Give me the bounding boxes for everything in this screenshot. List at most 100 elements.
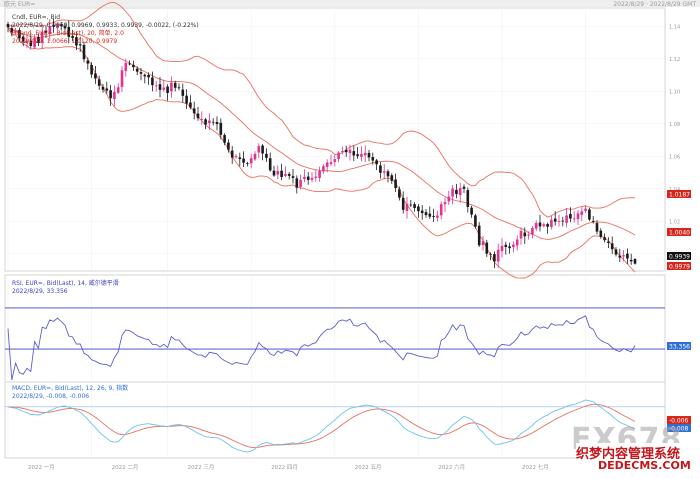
candle-59 xyxy=(230,146,234,164)
candle-121 xyxy=(466,187,470,213)
candle-7 xyxy=(33,34,36,50)
candle-81 xyxy=(314,169,318,182)
candle-series xyxy=(6,19,637,269)
candle-137 xyxy=(527,231,530,240)
candle-141 xyxy=(542,222,546,228)
candle-65 xyxy=(253,151,257,161)
candle-164 xyxy=(629,253,633,265)
candle-34 xyxy=(135,66,139,76)
candle-54 xyxy=(211,118,215,126)
candle-145 xyxy=(557,214,561,227)
candle-147 xyxy=(565,208,568,228)
candle-76 xyxy=(295,175,299,194)
candle-48 xyxy=(189,95,192,110)
watermark-site-cn: 织梦内容管理系统 xyxy=(576,443,681,462)
candle-12 xyxy=(52,19,55,33)
candle-158 xyxy=(607,237,610,248)
badge-last-close: 0.9939 xyxy=(667,252,691,261)
candle-40 xyxy=(158,77,162,98)
candle-130 xyxy=(500,238,504,258)
candle-111 xyxy=(428,206,432,219)
x-axis-labels: 2022 一月 2022 二月 2022 三月 2022 四月 2022 五月 2022 … xyxy=(28,463,632,471)
candle-116 xyxy=(447,190,451,206)
candle-122 xyxy=(470,205,473,218)
candle-155 xyxy=(595,220,599,235)
candle-150 xyxy=(576,209,580,226)
main-legend-line-2: 2022/8/29, 0.9969, 0.9969, 0.9933, 0.993… xyxy=(12,22,199,29)
candle-86 xyxy=(333,154,337,167)
candle-60 xyxy=(234,153,238,159)
svg-text:-0.006: -0.006 xyxy=(669,418,689,425)
candle-151 xyxy=(580,207,584,222)
candle-89 xyxy=(344,145,348,157)
candle-26 xyxy=(105,81,109,94)
candle-108 xyxy=(417,204,420,218)
candle-9 xyxy=(40,25,44,50)
candle-31 xyxy=(124,58,128,77)
candle-49 xyxy=(192,101,196,120)
candle-63 xyxy=(246,161,249,167)
candle-73 xyxy=(284,166,287,178)
candle-64 xyxy=(249,153,253,169)
candle-56 xyxy=(219,118,223,140)
candle-98 xyxy=(379,161,382,179)
candle-45 xyxy=(177,83,181,91)
candle-157 xyxy=(603,233,606,243)
candle-165 xyxy=(633,258,637,265)
badge-rsi: 33.356 xyxy=(667,342,691,351)
candle-109 xyxy=(420,205,424,220)
title-bar xyxy=(0,0,700,7)
price-tick-label-1: 1.02 xyxy=(669,219,680,225)
window-title: 欧元 EUR= xyxy=(4,0,35,8)
candle-104 xyxy=(401,191,405,214)
grid-layer xyxy=(5,10,665,456)
svg-text:1.0187: 1.0187 xyxy=(669,192,690,199)
candle-132 xyxy=(508,242,511,254)
candle-79 xyxy=(306,171,310,185)
candle-100 xyxy=(386,169,390,183)
candle-160 xyxy=(614,247,618,257)
candle-4 xyxy=(21,34,25,47)
candle-2 xyxy=(14,28,17,34)
svg-text:0.9979: 0.9979 xyxy=(669,264,690,271)
candle-140 xyxy=(538,214,542,232)
candle-38 xyxy=(151,71,154,92)
candle-74 xyxy=(287,171,291,180)
candle-93 xyxy=(360,146,363,162)
candle-129 xyxy=(496,243,500,268)
candle-113 xyxy=(436,210,439,222)
macd-legend-line-1: MACD, EUR=, Bid(Last), 12, 26, 9, 指数 xyxy=(12,384,128,392)
candle-70 xyxy=(272,165,276,177)
bollinger-lower-line xyxy=(7,27,636,279)
candle-1 xyxy=(10,25,14,37)
candle-162 xyxy=(622,249,625,262)
candle-55 xyxy=(215,116,219,131)
main-legend-line-1: Cndl, EUR=, Bid xyxy=(12,14,60,21)
candle-152 xyxy=(584,205,587,213)
candle-30 xyxy=(120,66,124,93)
candle-53 xyxy=(208,113,211,131)
candle-50 xyxy=(196,106,200,121)
x-axis-label-2: 2022 三月 xyxy=(188,464,215,471)
candle-128 xyxy=(493,251,496,269)
macd-series xyxy=(5,399,665,453)
badge-mid-band: 1.0040 xyxy=(667,228,691,237)
candle-42 xyxy=(166,84,169,101)
bollinger-middle-line xyxy=(7,26,636,240)
candle-102 xyxy=(394,173,397,193)
candle-143 xyxy=(550,215,553,230)
candle-16 xyxy=(67,20,71,44)
candle-142 xyxy=(546,222,549,234)
candle-37 xyxy=(147,72,150,85)
header-timestamp: 2022/8/29 · 2022/8/29 GMT xyxy=(613,1,696,8)
svg-text:-0.008: -0.008 xyxy=(669,426,689,433)
candle-19 xyxy=(78,36,82,52)
candle-8 xyxy=(37,33,40,46)
candle-82 xyxy=(318,166,321,182)
svg-text:0.9939: 0.9939 xyxy=(669,254,690,261)
candle-156 xyxy=(599,228,603,239)
candle-32 xyxy=(128,60,131,66)
candle-46 xyxy=(181,83,185,103)
candle-23 xyxy=(94,66,97,84)
